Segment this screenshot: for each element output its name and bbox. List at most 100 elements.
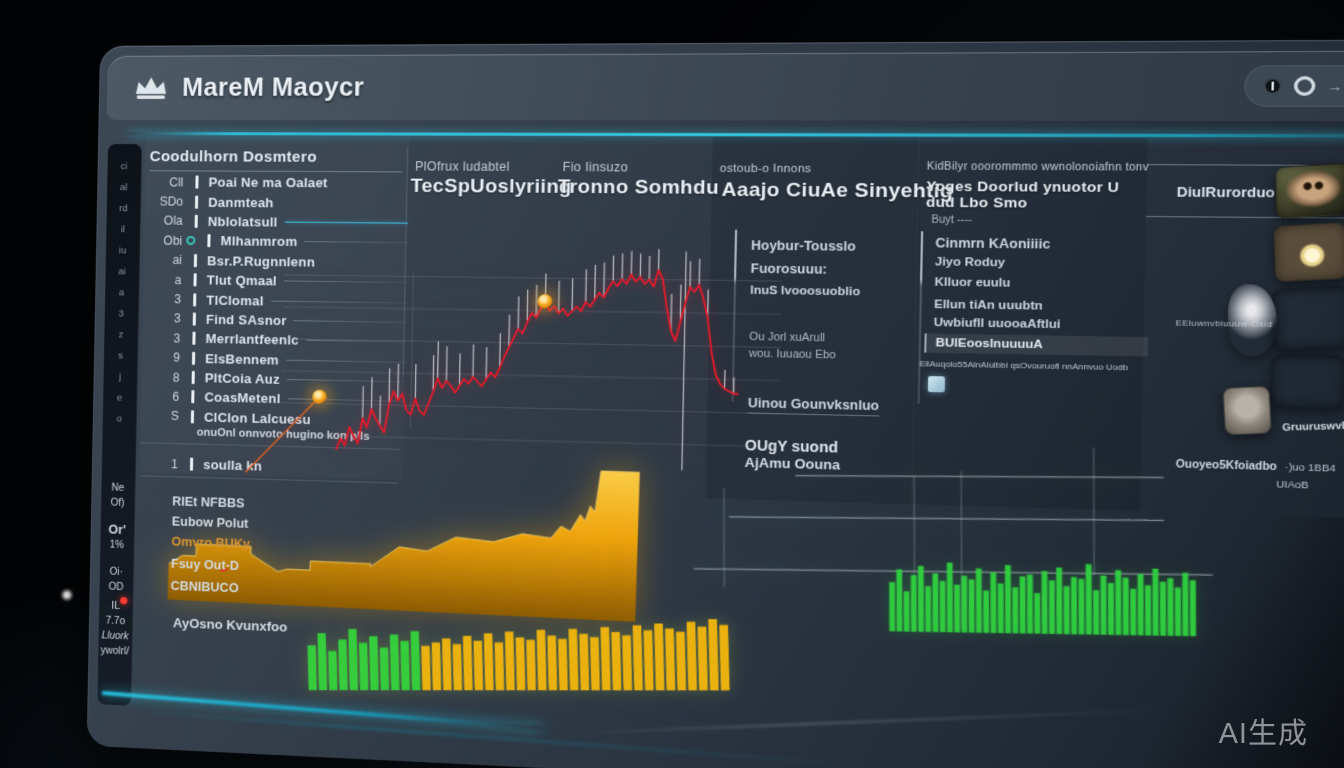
panel4-item[interactable]: Hoybur-Tousslo — [750, 238, 856, 254]
rail-icon[interactable]: j — [118, 371, 122, 383]
rail-icon[interactable]: o — [116, 413, 122, 425]
item-value: 3 — [173, 311, 181, 326]
avatar-section-label: DiulRurorduo — [1176, 183, 1276, 201]
rail-stat-line: ywolrl/ — [100, 645, 130, 658]
rail-icon-list: ci al rd il iu ai a 3 z s — [103, 144, 141, 430]
panel4-item[interactable]: InuS Ivooosuoblio — [750, 284, 861, 299]
avatar[interactable] — [1270, 354, 1344, 409]
rail-icon[interactable]: e — [116, 392, 123, 404]
arrow-icon: → — [1326, 77, 1343, 95]
crown-icon — [135, 76, 166, 99]
panel5-item[interactable]: Uwbiufll uuooaAftlui — [933, 316, 1061, 332]
rail-stat-line: Lluork — [101, 630, 129, 643]
watermark: AI生成 — [1218, 718, 1308, 750]
rail-stat-line: Ne — [111, 482, 125, 494]
glow-dot-decoration — [60, 588, 74, 602]
amber-area-svg — [168, 451, 640, 622]
rail-icon[interactable]: iu — [118, 245, 127, 257]
avatar-list — [1270, 162, 1344, 416]
panel5-item[interactable]: Jiyo Roduy — [934, 255, 1006, 270]
avatar[interactable] — [1222, 385, 1272, 436]
item-label: Danmteah — [208, 194, 274, 210]
item-label: Tlut Qmaal — [206, 272, 278, 289]
rail-stat-line: OD — [108, 581, 124, 594]
avatar[interactable] — [1272, 285, 1344, 351]
rail-stat-line: Oi· — [109, 566, 124, 579]
item-separator — [193, 253, 198, 267]
item-separator — [195, 175, 199, 189]
rail-icon[interactable]: 3 — [118, 308, 124, 320]
col2-title[interactable]: TecSpUoslyriing — [410, 175, 572, 199]
item-value: 3 — [173, 331, 181, 346]
item-value: Ola — [163, 214, 183, 229]
rail-icon[interactable]: a — [118, 287, 125, 299]
item-underline — [281, 202, 408, 204]
alert-dot — [120, 597, 128, 605]
rail-stat-line: 1% — [109, 539, 125, 552]
item-separator — [207, 234, 211, 248]
attachment-icon[interactable] — [927, 376, 946, 393]
item-separator — [191, 390, 195, 404]
list-item[interactable]: Cll Poai Ne ma Oalaet — [149, 172, 409, 193]
rail-icon[interactable]: ci — [120, 161, 128, 173]
rail-stats: Ne Of) Or' 1% Oi· OD IL 7.7o Lluork — [98, 480, 134, 659]
rail-icon[interactable]: al — [119, 182, 128, 194]
panel5-item[interactable]: Klluor euulu — [934, 276, 1011, 290]
item-label: ClClon Lalcuesu — [203, 409, 311, 428]
stat-value: ·)uo 1BB4 — [1284, 461, 1336, 475]
price-chart-svg — [314, 243, 764, 484]
item-label: ElsBennem — [205, 350, 280, 368]
item-separator — [194, 214, 198, 228]
item-value: a — [174, 272, 182, 287]
metric-label: RIEt NFBBS — [172, 494, 245, 511]
col5-subtitle: Buyt ---- — [931, 214, 973, 227]
metric-label: CBNIBUCO — [170, 578, 239, 596]
avatar[interactable] — [1272, 221, 1344, 283]
list-item[interactable]: SDo Danmteah — [149, 192, 409, 213]
toggle-icon[interactable] — [1262, 77, 1283, 95]
average-label: AyOsno Kvunxfoo — [172, 615, 288, 635]
item-underline — [284, 221, 408, 224]
rail-icon[interactable]: il — [120, 224, 126, 236]
col5-title[interactable]: Yoges Doorlud ynuotor U dud Lbo Smo — [925, 178, 1120, 211]
col3-title[interactable]: Tronno Somhdu — [557, 176, 720, 200]
item-value: S — [170, 409, 180, 424]
item-separator — [190, 410, 195, 424]
item-separator — [191, 371, 195, 385]
rail-icon[interactable]: z — [118, 329, 124, 341]
rail-stat-line: 7.7o — [105, 615, 126, 628]
col3-eyebrow: Fio Iinsuzo — [562, 159, 629, 175]
rail-icon[interactable]: rd — [118, 203, 128, 215]
col4-title[interactable]: Aaajo CiuAe Sinyehtig — [721, 179, 954, 203]
panel5-item[interactable]: Ellun tiAn uuubtn — [933, 298, 1043, 313]
item-label: Poai Ne ma Oalaet — [208, 174, 328, 191]
rail-stat-line: Of) — [110, 497, 125, 509]
ring-icon[interactable] — [1293, 76, 1316, 96]
amber-area-chart — [168, 451, 640, 622]
panel5-item[interactable]: Cinmrn KAoniiiic — [935, 235, 1051, 252]
item-value: 6 — [172, 389, 180, 404]
rail-icon[interactable]: ai — [118, 266, 126, 278]
item-value: 9 — [173, 350, 181, 365]
logo: MareM Maoycr — [132, 55, 364, 120]
item-separator — [192, 331, 196, 346]
item-separator — [193, 273, 197, 287]
price-chart — [314, 243, 764, 484]
green-histogram-chart — [693, 461, 1218, 650]
item-separator — [194, 195, 199, 209]
account-pill[interactable]: → Fdfilmron — [1243, 64, 1344, 107]
item-label: Find SAsnor — [205, 311, 287, 329]
item-label: Nblolatsull — [207, 213, 278, 230]
panel5-highlight[interactable]: BUlEooslnuuuuA — [924, 333, 1149, 357]
item-separator — [191, 351, 196, 365]
metric-label: Omvro BUKy — [171, 534, 251, 552]
volume-strip-chart — [306, 606, 731, 691]
avatar[interactable] — [1274, 162, 1344, 220]
list-item[interactable]: Ola Nblolatsull — [148, 211, 408, 233]
item-separator — [192, 312, 196, 326]
rail-icon[interactable]: s — [117, 350, 123, 362]
watchlist-header: Coodulhorn Dosmtero — [149, 148, 403, 173]
rail-stat-line: Or' — [108, 522, 127, 538]
item-separator — [193, 292, 197, 307]
